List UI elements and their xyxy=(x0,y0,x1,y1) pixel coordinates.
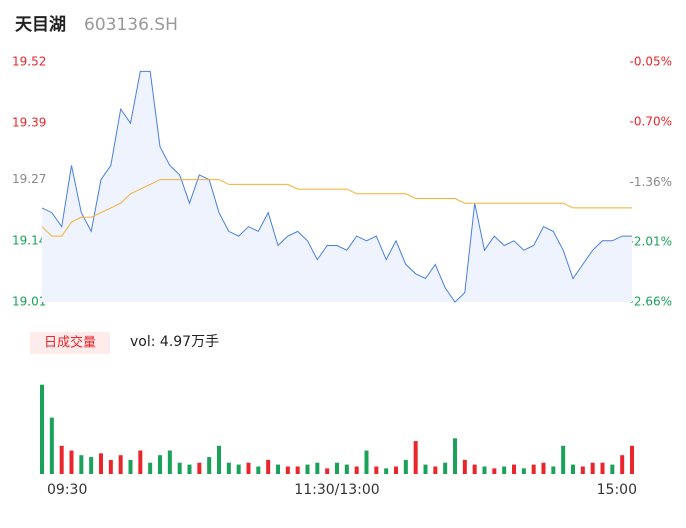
volume-bar xyxy=(167,450,172,474)
volume-bar xyxy=(187,464,192,474)
volume-bar xyxy=(236,464,241,474)
volume-bar xyxy=(462,459,467,474)
average-line xyxy=(41,179,632,237)
volume-bar xyxy=(128,459,133,474)
y2-tick-label: -1.36% xyxy=(630,175,672,189)
volume-bar xyxy=(531,464,536,474)
volume-bar xyxy=(433,466,438,474)
y-tick-label: 19.01 xyxy=(12,295,46,309)
volume-bar xyxy=(561,445,566,474)
volume-bar xyxy=(521,468,526,474)
volume-bar xyxy=(158,455,162,474)
y2-tick-label: -2.66% xyxy=(630,295,672,309)
volume-bar xyxy=(246,462,251,474)
volume-bar xyxy=(217,445,221,474)
y2-tick-label: -2.01% xyxy=(630,235,672,249)
volume-bar xyxy=(571,464,575,474)
y-tick-label: 19.52 xyxy=(12,55,46,69)
volume-bar xyxy=(256,466,261,474)
y-tick-label: 19.39 xyxy=(12,116,46,130)
volume-bar xyxy=(177,462,182,474)
volume-bar xyxy=(600,462,605,474)
volume-bar xyxy=(40,384,44,474)
volume-bar xyxy=(315,462,320,474)
legend-box xyxy=(30,332,110,354)
x-tick-label: 15:00 xyxy=(597,482,637,498)
y2-tick-label: -0.70% xyxy=(630,114,672,128)
volume-total: vol: 4.97万手 xyxy=(130,334,219,350)
legend-label: 日成交量 xyxy=(44,335,96,351)
volume-bar xyxy=(423,464,428,474)
volume-bar xyxy=(197,462,202,474)
volume-bar xyxy=(49,417,54,474)
x-tick-label: 09:30 xyxy=(47,482,87,498)
volume-bar xyxy=(344,464,349,474)
volume-bar xyxy=(551,466,556,474)
y-tick-label: 19.27 xyxy=(12,172,46,186)
y-tick-label: 19.14 xyxy=(12,233,46,247)
volume-bar xyxy=(118,455,123,474)
volume-bar xyxy=(266,459,271,474)
volume-bar xyxy=(354,466,359,474)
volume-bar xyxy=(305,464,310,474)
volume-bar xyxy=(69,450,74,474)
volume-bar xyxy=(89,457,94,474)
volume-bar xyxy=(580,466,585,474)
volume-bar xyxy=(285,466,290,474)
volume-bar xyxy=(384,468,389,474)
volume-bar xyxy=(99,453,103,474)
volume-bar xyxy=(325,468,330,474)
price-line xyxy=(41,70,632,303)
volume-bar xyxy=(403,459,408,474)
volume-bar xyxy=(364,450,369,474)
x-tick-label: 11:30/13:00 xyxy=(294,482,379,498)
volume-bar xyxy=(512,464,516,474)
volume-bar xyxy=(482,466,487,474)
volume-bar xyxy=(541,462,546,474)
volume-bar xyxy=(276,464,280,474)
volume-bar xyxy=(394,466,398,474)
stock-name: 天目湖 xyxy=(15,15,66,35)
volume-bar xyxy=(630,445,634,474)
volume-bar xyxy=(590,462,595,474)
volume-bar xyxy=(108,459,113,474)
volume-bar xyxy=(207,457,212,474)
volume-bar xyxy=(443,462,448,474)
volume-bar xyxy=(413,441,418,474)
y2-tick-label: -0.05% xyxy=(630,55,672,69)
volume-bar xyxy=(472,464,477,474)
volume-bar xyxy=(226,462,231,474)
volume-bar xyxy=(79,455,84,474)
stock-code: 603136.SH xyxy=(84,15,178,35)
volume-bar xyxy=(295,466,300,474)
volume-bar xyxy=(620,455,625,474)
volume-bar xyxy=(148,462,153,474)
volume-bar xyxy=(502,466,507,474)
volume-bar xyxy=(59,445,64,474)
volume-bar xyxy=(453,438,457,474)
volume-bar xyxy=(374,466,379,474)
volume-bar xyxy=(335,462,339,474)
volume-bar xyxy=(138,450,143,474)
volume-bar xyxy=(610,464,615,474)
price-area xyxy=(42,71,632,303)
volume-bar xyxy=(492,468,497,474)
